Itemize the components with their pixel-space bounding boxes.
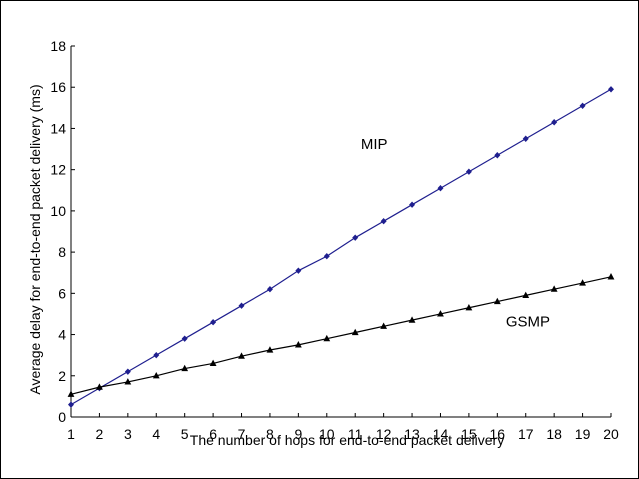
data-point-mip [124, 368, 131, 375]
data-point-gsmp [238, 352, 245, 359]
data-point-gsmp [67, 390, 75, 397]
data-point-gsmp [294, 341, 302, 348]
x-tick-label: 1 [67, 426, 75, 442]
x-tick-label: 9 [294, 426, 302, 442]
y-tick-label: 18 [50, 38, 66, 54]
data-point-gsmp [550, 285, 558, 292]
data-point-mip [266, 286, 273, 293]
data-point-mip [579, 102, 586, 109]
x-tick-label: 19 [575, 426, 591, 442]
data-point-gsmp [152, 371, 160, 379]
y-tick-label: 0 [58, 409, 66, 425]
x-tick-label: 16 [490, 426, 506, 442]
y-tick-label: 10 [50, 203, 66, 219]
data-point-gsmp [323, 334, 331, 342]
series-label-mip: MIP [361, 136, 388, 153]
data-point-mip [409, 201, 416, 208]
y-axis-title: Average delay for end-to-end packet deli… [27, 84, 43, 394]
data-point-mip [437, 185, 444, 192]
y-tick-label: 14 [50, 120, 66, 136]
x-tick-label: 20 [603, 426, 619, 442]
data-point-mip [238, 302, 245, 309]
data-point-mip [210, 318, 217, 326]
data-point-gsmp [181, 364, 189, 372]
x-tick-label: 6 [209, 426, 217, 442]
data-point-gsmp [380, 322, 388, 329]
data-point-gsmp [465, 303, 473, 311]
series-gsmp [67, 273, 615, 397]
data-point-gsmp [493, 297, 501, 305]
data-point-gsmp [124, 378, 132, 385]
x-tick-label: 5 [181, 426, 189, 442]
x-axis-title: The number of hops for end-to-end packet… [190, 432, 504, 448]
data-point-mip [465, 168, 472, 175]
x-tick-label: 12 [376, 426, 392, 442]
data-point-gsmp [607, 273, 615, 280]
data-point-gsmp [351, 328, 359, 336]
x-tick-label: 2 [96, 426, 104, 442]
x-tick-label: 4 [152, 426, 160, 442]
y-tick-label: 4 [58, 327, 66, 343]
x-tick-label: 14 [433, 426, 449, 442]
series-label-gsmp: GSMP [506, 313, 550, 330]
x-tick-label: 8 [266, 426, 274, 442]
data-point-mip [295, 267, 302, 274]
series-mip [68, 86, 614, 408]
x-tick-label: 7 [238, 426, 246, 442]
data-point-gsmp [437, 310, 444, 317]
y-tick-label: 6 [58, 285, 66, 301]
x-tick-label: 15 [461, 426, 477, 442]
data-point-gsmp [266, 346, 274, 353]
y-tick-label: 2 [58, 368, 66, 384]
data-point-gsmp [209, 359, 217, 367]
x-tick-label: 10 [319, 426, 335, 442]
y-tick-label: 12 [50, 162, 66, 178]
x-tick-label: 18 [546, 426, 562, 442]
data-point-mip [323, 253, 330, 260]
x-tick-label: 13 [404, 426, 420, 442]
x-tick-label: 3 [124, 426, 132, 442]
data-point-mip [608, 86, 614, 93]
data-point-gsmp [96, 383, 103, 390]
data-point-gsmp [408, 316, 416, 323]
data-point-mip [181, 335, 188, 342]
y-tick-label: 8 [58, 244, 66, 260]
data-point-mip [551, 119, 558, 126]
data-point-mip [494, 152, 501, 159]
data-point-mip [380, 217, 387, 225]
series-line-mip [70, 88, 612, 406]
x-tick-label: 17 [518, 426, 534, 442]
data-point-mip [68, 401, 74, 408]
data-point-mip [522, 135, 529, 142]
data-point-mip [352, 234, 359, 241]
x-tick-label: 11 [348, 426, 363, 442]
y-tick-label: 16 [50, 79, 66, 95]
data-point-gsmp [522, 291, 530, 298]
series-line-gsmp [70, 276, 612, 395]
data-point-mip [153, 351, 160, 359]
data-point-gsmp [579, 279, 586, 286]
